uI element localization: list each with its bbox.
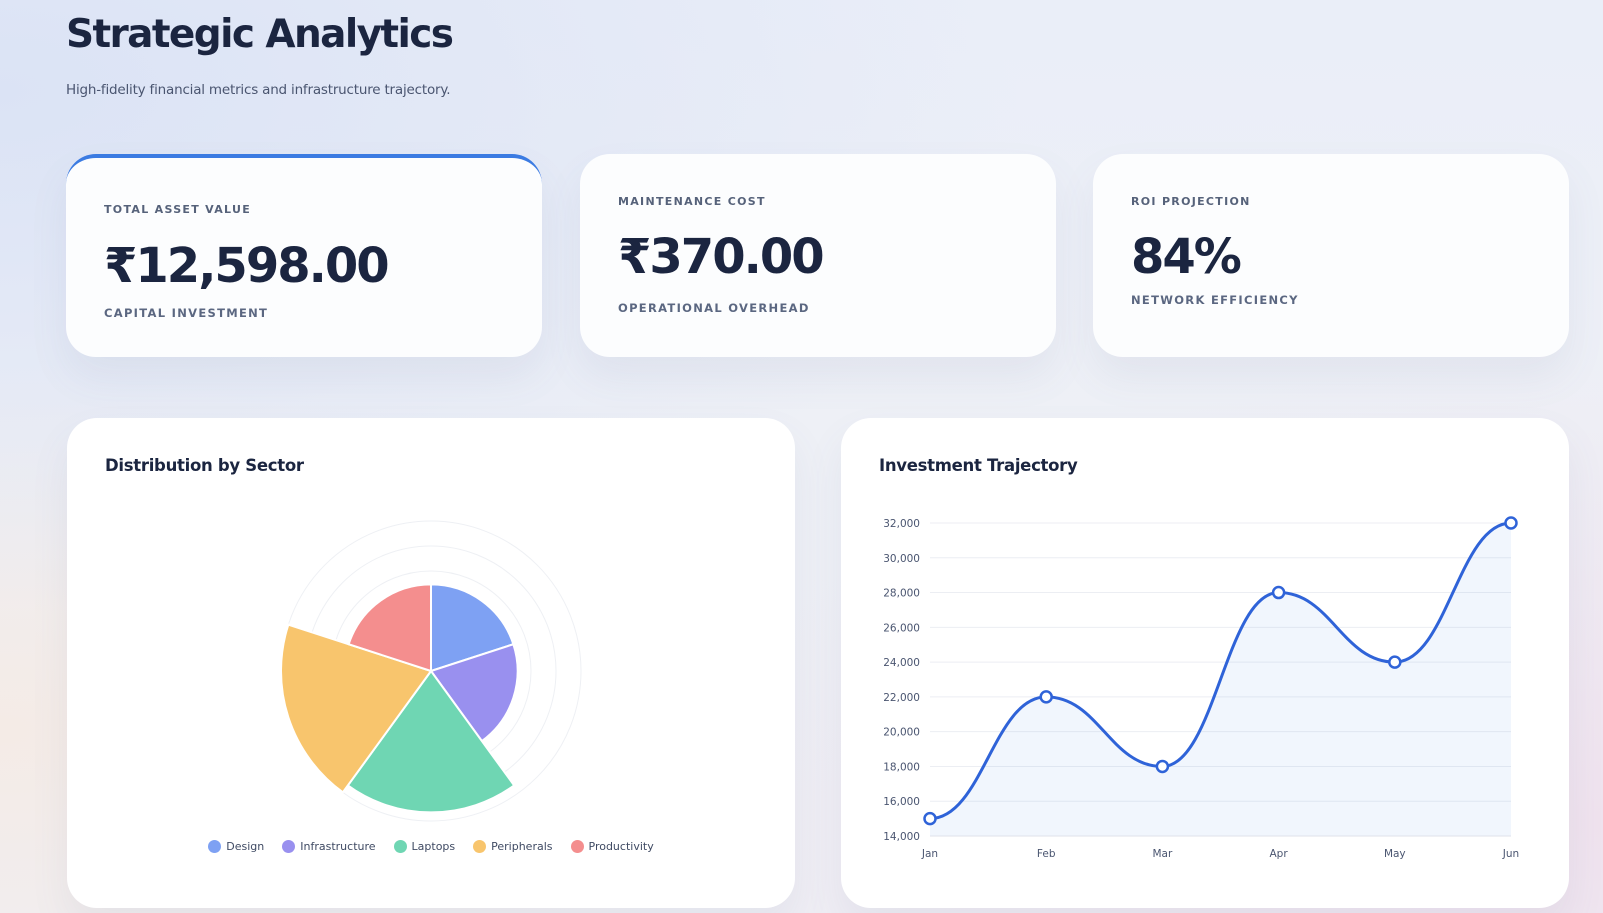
sector-distribution-panel: Distribution by Sector Design Infrastruct… xyxy=(67,418,795,908)
legend-swatch xyxy=(282,840,296,853)
kpi-label: MAINTENANCE COST xyxy=(618,195,766,208)
y-tick-label: 18,000 xyxy=(883,761,920,773)
kpi-caption: NETWORK EFFICIENCY xyxy=(1131,293,1299,307)
polar-slice-infrastructure[interactable] xyxy=(429,642,519,743)
polar-slice-laptops[interactable] xyxy=(346,669,516,814)
kpi-card-roi-projection: ROI PROJECTION 84% NETWORK EFFICIENCY xyxy=(1093,154,1569,357)
kpi-label: ROI PROJECTION xyxy=(1131,195,1251,208)
legend-label: Laptops xyxy=(411,840,456,853)
legend-swatch xyxy=(473,840,487,853)
x-tick-label: Mar xyxy=(1152,848,1172,860)
x-tick-label: Jun xyxy=(1502,848,1519,860)
panel-title: Distribution by Sector xyxy=(105,456,304,475)
data-point-jun[interactable] xyxy=(1504,516,1518,530)
line-chart[interactable]: 32,000 30,000 28,000 26,000 24,000 22,000 20,0… xyxy=(841,418,1569,908)
kpi-value: ₹370.00 xyxy=(618,229,825,285)
page-title: Strategic Analytics xyxy=(66,12,454,57)
legend-label: Productivity xyxy=(588,840,654,853)
kpi-label: TOTAL ASSET VALUE xyxy=(104,203,252,216)
kpi-value: ₹12,598.00 xyxy=(104,238,390,294)
polar-slice-productivity[interactable] xyxy=(347,583,432,673)
data-point-feb[interactable] xyxy=(1039,690,1053,704)
polar-slice-design[interactable] xyxy=(430,583,515,673)
legend-item-laptops[interactable]: Laptops xyxy=(393,840,456,853)
x-tick-label: Apr xyxy=(1270,848,1289,860)
y-tick-label: 14,000 xyxy=(883,831,920,843)
kpi-card-maintenance-cost: MAINTENANCE COST ₹370.00 OPERATIONAL OVE… xyxy=(580,154,1056,357)
chart-legend: Design Infrastructure Laptops Peripherals Pr… xyxy=(67,840,795,853)
legend-swatch xyxy=(208,840,222,853)
kpi-caption: OPERATIONAL OVERHEAD xyxy=(618,301,810,315)
data-point-jan[interactable] xyxy=(923,811,937,826)
y-tick-label: 20,000 xyxy=(883,727,920,739)
kpi-value: 84% xyxy=(1131,229,1242,285)
legend-item-design[interactable]: Design xyxy=(208,840,264,853)
legend-label: Infrastructure xyxy=(300,840,376,853)
y-tick-label: 22,000 xyxy=(883,692,920,704)
legend-swatch xyxy=(393,840,407,853)
investment-trajectory-panel: Investment Trajectory 32,000 30,000 28,000… xyxy=(841,418,1569,908)
panel-title: Investment Trajectory xyxy=(879,456,1078,475)
page-subtitle: High-fidelity financial metrics and infr… xyxy=(66,82,451,98)
x-tick-label: Jan xyxy=(921,848,938,860)
series-line xyxy=(929,521,1512,821)
data-point-mar[interactable] xyxy=(1155,759,1170,774)
line-area-fill xyxy=(930,523,1511,836)
y-tick-label: 16,000 xyxy=(883,796,920,808)
legend-item-peripherals[interactable]: Peripherals xyxy=(473,840,553,853)
legend-label: Peripherals xyxy=(491,840,553,853)
y-tick-label: 26,000 xyxy=(883,622,920,634)
x-tick-label: Feb xyxy=(1037,848,1056,860)
y-tick-label: 24,000 xyxy=(883,657,920,669)
y-tick-label: 28,000 xyxy=(883,588,920,600)
kpi-caption: CAPITAL INVESTMENT xyxy=(104,306,269,320)
y-tick-label: 32,000 xyxy=(883,518,920,530)
polar-area-chart[interactable] xyxy=(67,418,795,908)
legend-swatch xyxy=(570,840,584,853)
kpi-card-total-asset-value: TOTAL ASSET VALUE ₹12,598.00 CAPITAL INV… xyxy=(66,154,542,357)
legend-label: Design xyxy=(226,840,265,853)
y-tick-label: 30,000 xyxy=(883,553,920,565)
legend-item-infrastructure[interactable]: Infrastructure xyxy=(282,840,376,853)
x-tick-label: May xyxy=(1384,848,1406,860)
data-point-apr[interactable] xyxy=(1271,585,1286,600)
legend-item-productivity[interactable]: Productivity xyxy=(570,840,654,853)
data-point-may[interactable] xyxy=(1388,655,1402,669)
polar-slice-peripherals[interactable] xyxy=(280,623,433,794)
